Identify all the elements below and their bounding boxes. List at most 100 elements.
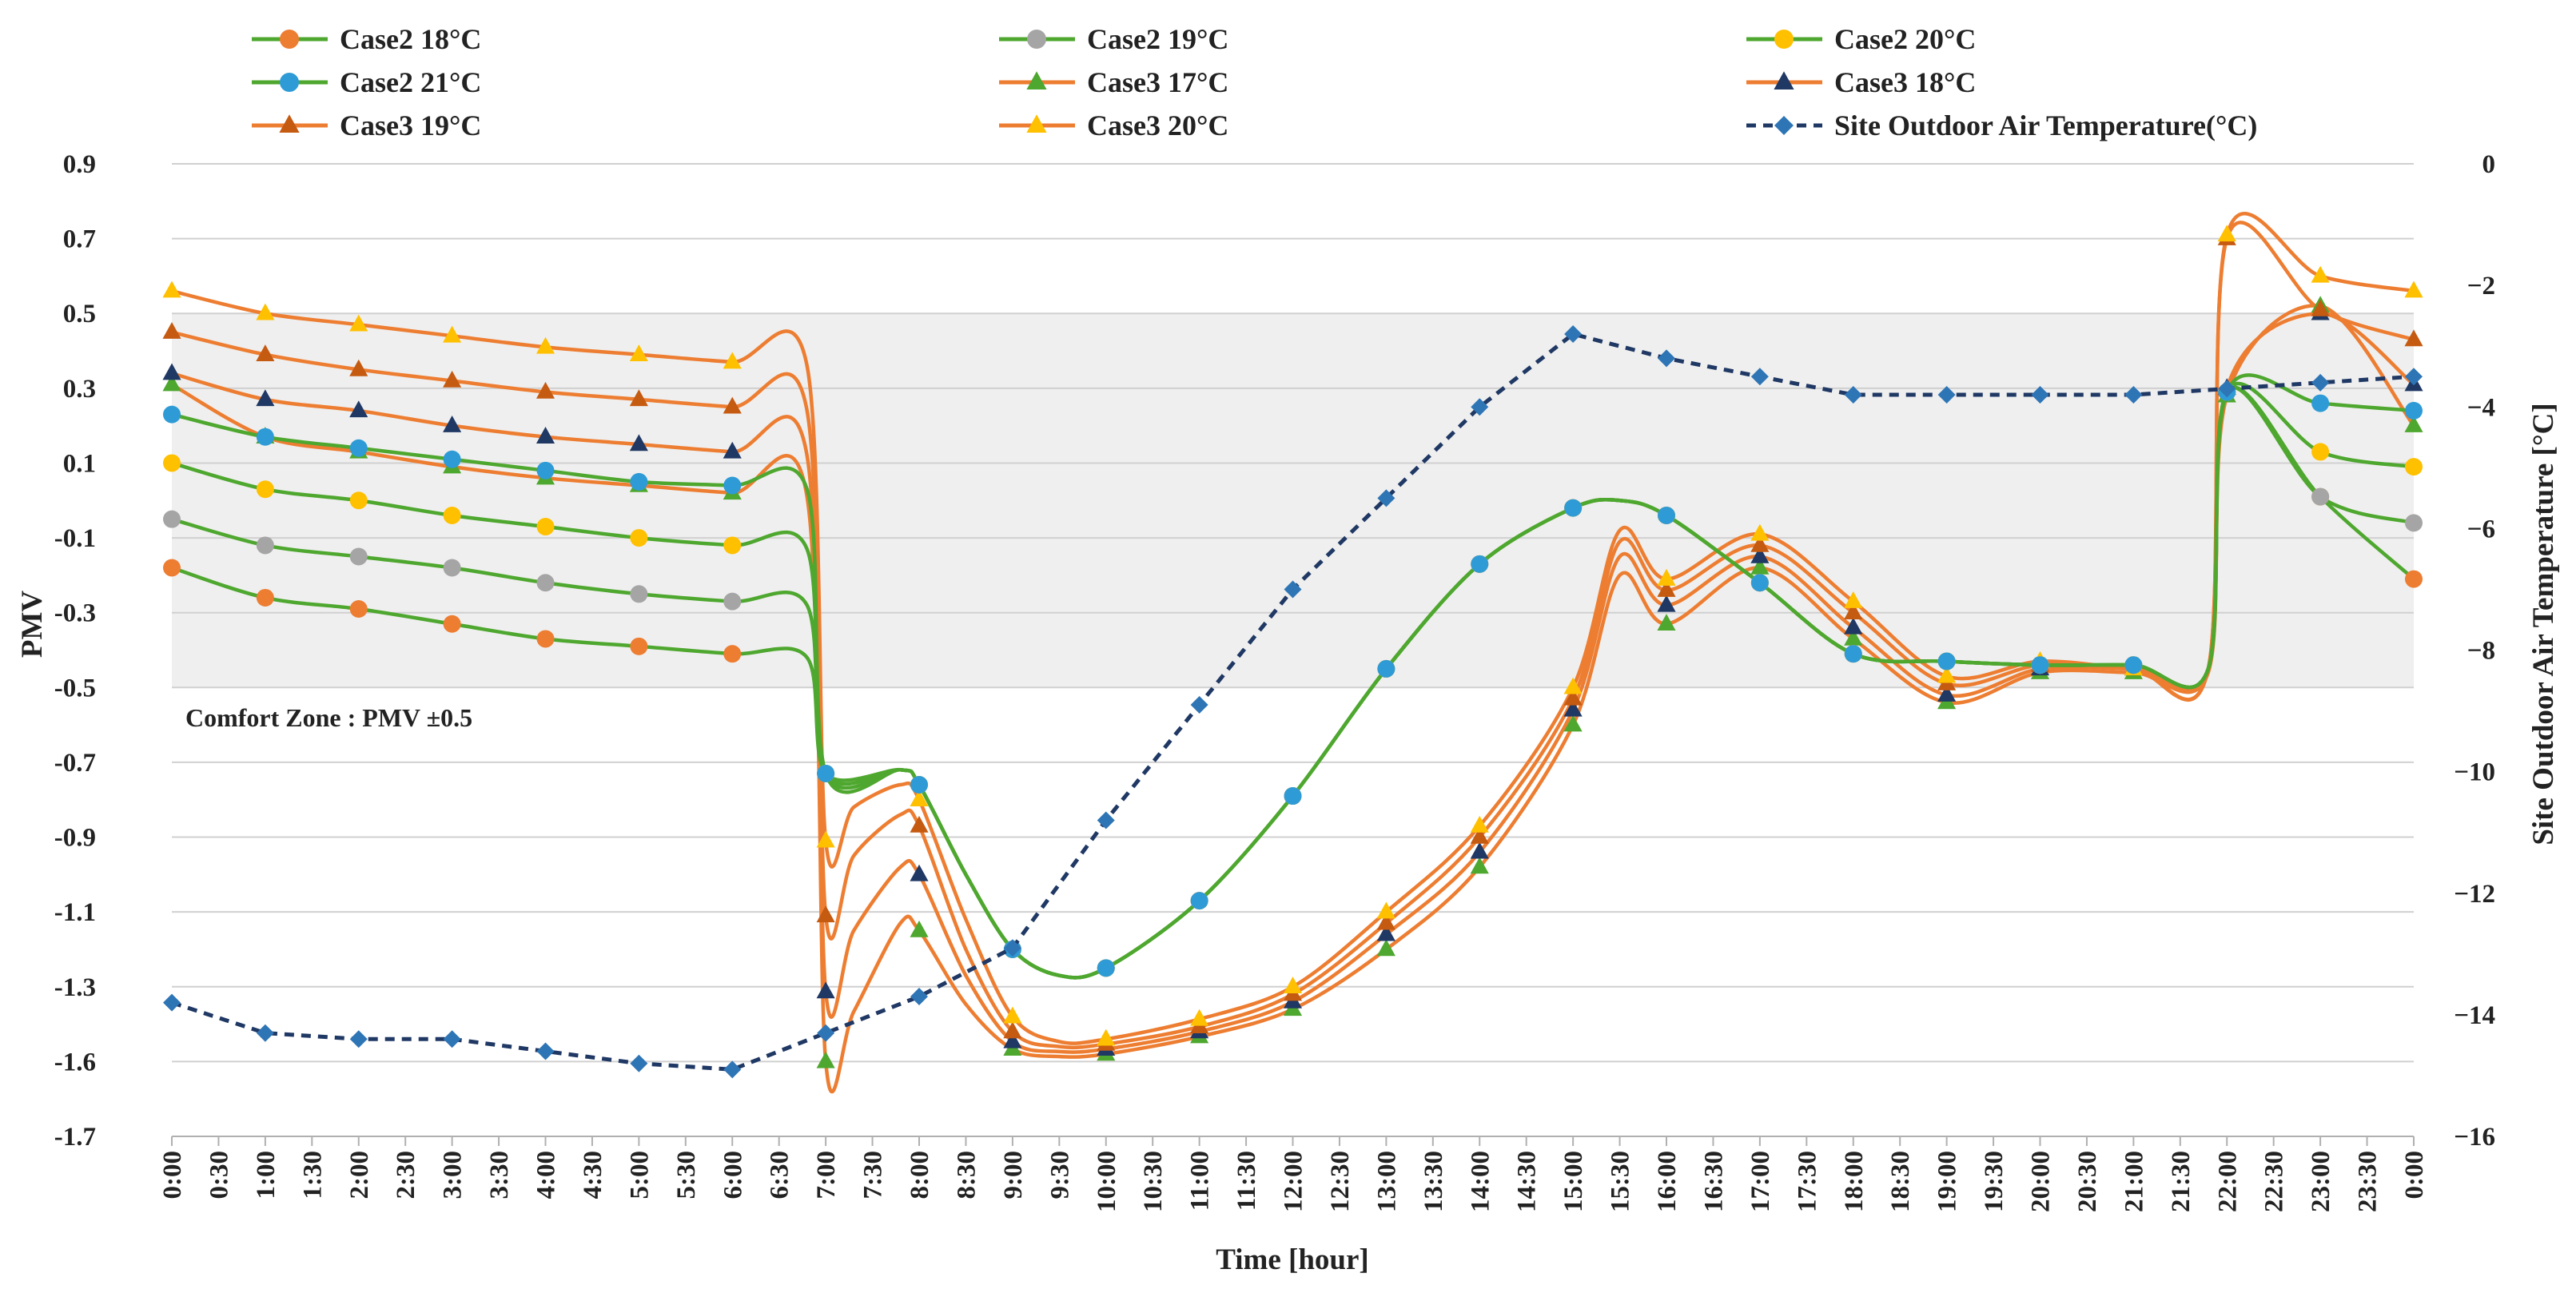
legend-marker <box>1026 71 1047 90</box>
outdoor-data-point <box>1190 695 1208 714</box>
data-point <box>1844 617 1863 635</box>
data-point <box>256 344 275 361</box>
outdoor-data-point <box>1097 811 1115 829</box>
outdoor-data-point <box>630 1054 648 1072</box>
x-tick-label: 12:30 <box>1326 1151 1355 1212</box>
data-point <box>629 389 648 407</box>
outdoor-data-point <box>1564 324 1583 343</box>
data-point <box>349 359 368 376</box>
data-point <box>349 547 368 566</box>
outdoor-data-point <box>2124 386 2143 404</box>
data-point <box>349 400 368 418</box>
data-point <box>1190 892 1208 910</box>
data-point <box>2217 225 2236 242</box>
data-point <box>1283 977 1303 994</box>
x-tick-label: 10:30 <box>1139 1151 1168 1212</box>
outdoor-data-point <box>1750 368 1769 386</box>
data-point <box>2404 329 2423 347</box>
data-point <box>910 864 929 881</box>
legend-marker <box>1774 71 1794 90</box>
data-point <box>2405 458 2423 476</box>
outdoor-data-point <box>1377 489 1395 507</box>
data-point <box>630 637 648 655</box>
outdoor-data-point <box>536 1042 555 1060</box>
legend-marker <box>280 30 299 49</box>
data-point <box>629 344 648 361</box>
data-point <box>536 427 555 444</box>
x-tick-label: 6:30 <box>766 1151 794 1199</box>
data-point <box>256 389 275 407</box>
x-tick-label: 18:30 <box>1886 1151 1915 1212</box>
x-tick-label: 0:00 <box>158 1151 187 1199</box>
legend-item: Case2 20°C <box>1746 23 1976 55</box>
outdoor-data-point <box>1471 398 1489 416</box>
data-point <box>256 480 274 499</box>
x-tick-label: 18:00 <box>1840 1151 1869 1212</box>
data-point <box>349 491 368 510</box>
x-tick-label: 20:30 <box>2073 1151 2102 1212</box>
x-tick-label: 12:00 <box>1280 1151 1308 1212</box>
data-point <box>1844 591 1863 608</box>
outdoor-data-point <box>817 1024 835 1042</box>
legend-label: Case2 18°C <box>340 23 481 55</box>
data-point <box>1097 1028 1116 1046</box>
data-point <box>256 303 275 320</box>
y2-tick-label: −14 <box>2454 1001 2495 1030</box>
x-tick-label: 9:30 <box>1045 1151 1074 1199</box>
legend-marker <box>280 73 299 92</box>
data-point <box>1470 826 1489 844</box>
x-tick-label: 19:00 <box>1933 1151 1962 1212</box>
data-point <box>723 441 742 459</box>
x-tick-label: 5:00 <box>625 1151 654 1199</box>
legend-label: Case3 19°C <box>340 109 481 141</box>
legend-item: Case3 17°C <box>999 66 1228 98</box>
x-tick-label: 23:30 <box>2354 1151 2383 1212</box>
y-tick-label: -1.3 <box>54 973 96 1002</box>
data-point <box>1470 857 1489 874</box>
x-tick-label: 2:00 <box>345 1151 374 1199</box>
data-point <box>2311 443 2330 461</box>
data-point <box>536 630 555 648</box>
data-point <box>1376 924 1395 941</box>
x-tick-label: 1:30 <box>298 1151 327 1199</box>
outdoor-data-point <box>723 1060 742 1079</box>
outdoor-data-point <box>1844 386 1862 404</box>
data-point <box>1658 506 1675 524</box>
data-point <box>443 450 461 468</box>
outdoor-data-point <box>2218 380 2236 398</box>
data-point <box>1563 714 1583 732</box>
data-point <box>1003 1021 1022 1039</box>
data-point <box>1937 666 1957 683</box>
data-point <box>1003 1031 1022 1048</box>
data-point <box>816 830 835 848</box>
x-tick-label: 8:00 <box>906 1151 934 1199</box>
data-point <box>2031 656 2049 674</box>
x-tick-label: 14:00 <box>1466 1151 1495 1212</box>
data-point <box>1750 523 1770 541</box>
y2-tick-label: −6 <box>2467 515 2495 543</box>
legend-label: Case3 20°C <box>1087 109 1228 141</box>
x-axis-title: Time [hour] <box>1216 1243 1369 1276</box>
data-point <box>2405 570 2423 588</box>
data-point <box>816 981 835 999</box>
data-point <box>910 815 929 833</box>
outdoor-data-point <box>1658 349 1675 368</box>
x-tick-label: 5:30 <box>672 1151 701 1199</box>
y-tick-label: 0.1 <box>63 449 96 478</box>
y-tick-label: -1.7 <box>54 1123 96 1152</box>
data-point <box>1470 815 1489 833</box>
x-tick-label: 22:00 <box>2213 1151 2242 1212</box>
data-point <box>1844 645 1862 663</box>
outdoor-data-point <box>443 1030 461 1048</box>
outdoor-data-point <box>349 1030 368 1048</box>
y2-tick-label: −8 <box>2467 637 2495 666</box>
y-tick-label: 0.7 <box>63 225 96 254</box>
outdoor-data-point <box>2405 368 2423 386</box>
y2-tick-label: −2 <box>2467 272 2495 300</box>
legend-marker <box>1026 114 1047 133</box>
data-point <box>1844 603 1863 619</box>
data-point <box>536 381 555 399</box>
data-point <box>1657 568 1676 586</box>
data-point <box>1284 787 1302 806</box>
data-point <box>163 559 181 577</box>
